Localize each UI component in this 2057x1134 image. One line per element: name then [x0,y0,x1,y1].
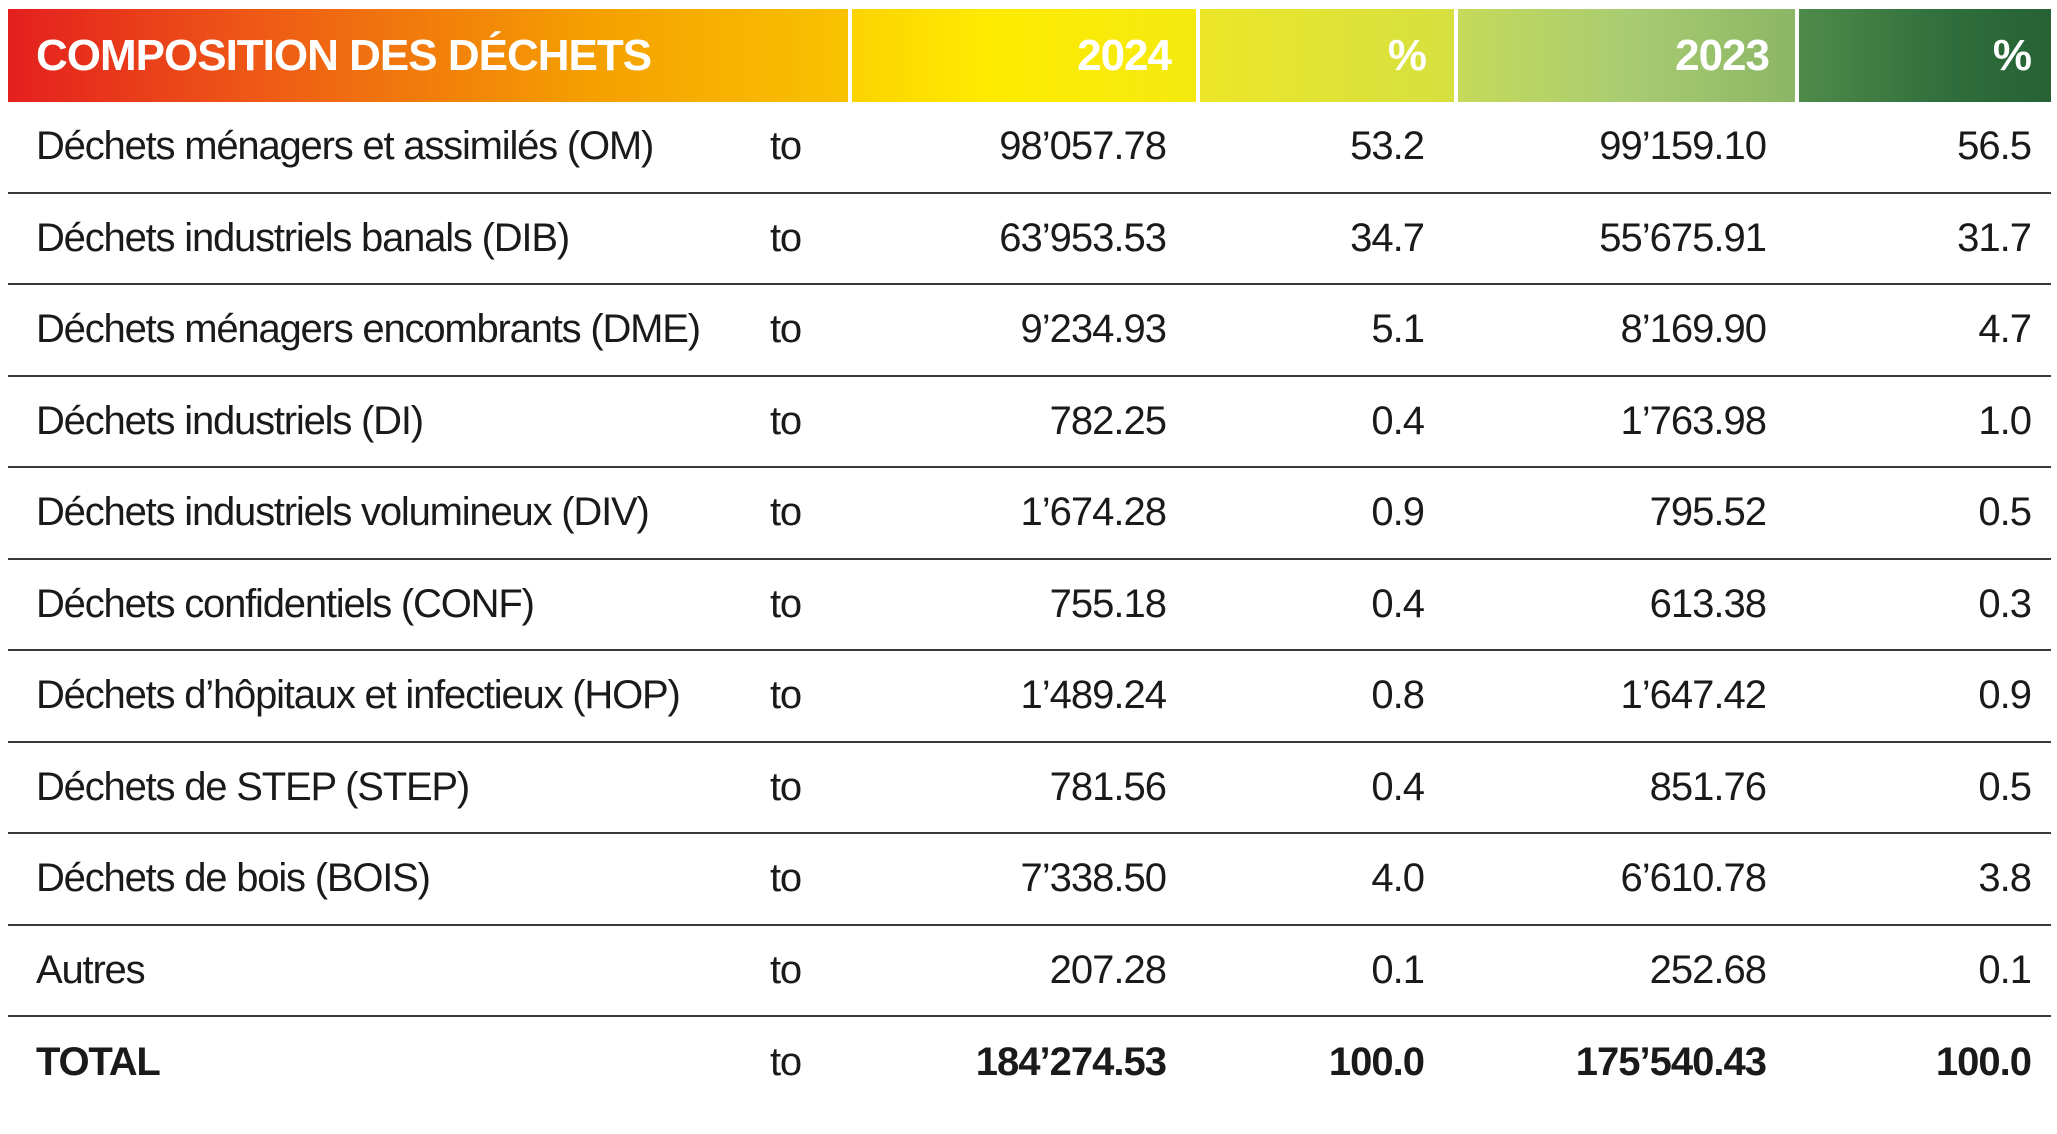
row-pct-2023: 1.0 [1978,398,2032,443]
row-pct-2023: 3.8 [1978,856,2032,901]
row-pct-2023: 4.7 [1978,307,2032,352]
header-col-2024: 2024 [1077,31,1172,80]
row-label: Déchets confidentiels (CONF) [36,581,535,626]
table-row: Déchets industriels banals (DIB) to 63’9… [8,194,2051,285]
row-pct-2023: 56.5 [1957,124,2032,169]
row-pct-2024: 5.1 [1371,307,1425,352]
row-pct-2024: 0.1 [1371,947,1425,992]
row-value-2023: 55’675.91 [1599,215,1767,260]
table-header: COMPOSITION DES DÉCHETS 2024 % 2023 % [8,9,2051,102]
total-unit: to [770,1040,802,1085]
table-body: Déchets ménagers et assimilés (OM) to 98… [8,102,2051,1109]
table-row: Déchets ménagers et assimilés (OM) to 98… [8,102,2051,194]
table-row: Déchets industriels (DI) to 782.25 0.4 1… [8,377,2051,468]
table-row: Déchets d’hôpitaux et infectieux (HOP) t… [8,651,2051,743]
row-unit: to [770,947,802,992]
total-pct-2024: 100.0 [1328,1040,1425,1085]
row-pct-2024: 53.2 [1350,124,1425,169]
row-pct-2023: 31.7 [1957,215,2032,260]
row-pct-2024: 4.0 [1371,856,1425,901]
row-value-2024: 9’234.93 [1020,307,1167,352]
row-unit: to [770,490,802,535]
row-unit: to [770,398,802,443]
waste-composition-table: COMPOSITION DES DÉCHETS 2024 % 2023 % Dé… [8,9,2051,1109]
row-label: Déchets ménagers encombrants (DME) [36,307,701,352]
table-row: Déchets industriels volumineux (DIV) to … [8,468,2051,560]
row-unit: to [770,581,802,626]
row-label: Déchets de STEP (STEP) [36,764,470,809]
row-pct-2023: 0.3 [1978,581,2032,626]
row-value-2024: 63’953.53 [999,215,1167,260]
header-bg-2024 [852,9,1196,102]
row-value-2023: 8’169.90 [1620,307,1767,352]
row-value-2024: 7’338.50 [1020,856,1167,901]
table-row: Autres to 207.28 0.1 252.68 0.1 [8,926,2051,1017]
header-col-2023: 2023 [1675,31,1770,80]
header-bg-pct2 [1799,9,2051,102]
row-value-2024: 781.56 [1049,764,1167,809]
row-unit: to [770,307,802,352]
header-bg-pct1 [1200,9,1454,102]
header-col-pct-2023: % [1992,31,2032,80]
total-value-2023: 175’540.43 [1575,1040,1767,1085]
row-value-2024: 1’674.28 [1020,490,1167,535]
header-title: COMPOSITION DES DÉCHETS [36,31,652,80]
row-unit: to [770,215,802,260]
row-value-2023: 252.68 [1649,947,1767,992]
row-pct-2024: 0.8 [1371,673,1425,718]
total-value-2024: 184’274.53 [975,1040,1167,1085]
row-pct-2024: 34.7 [1350,215,1425,260]
row-label: Déchets industriels volumineux (DIV) [36,490,650,535]
total-pct-2023: 100.0 [1935,1040,2032,1085]
row-pct-2023: 0.9 [1978,673,2032,718]
row-label: Déchets d’hôpitaux et infectieux (HOP) [36,673,681,718]
row-pct-2023: 0.5 [1978,490,2032,535]
row-pct-2024: 0.9 [1371,490,1425,535]
row-pct-2024: 0.4 [1371,764,1425,809]
table-row: Déchets ménagers encombrants (DME) to 9’… [8,285,2051,377]
row-value-2024: 98’057.78 [999,124,1167,169]
row-value-2024: 782.25 [1049,398,1167,443]
row-value-2023: 795.52 [1649,490,1767,535]
row-unit: to [770,124,802,169]
row-label: Déchets de bois (BOIS) [36,856,431,901]
row-unit: to [770,673,802,718]
row-value-2023: 1’763.98 [1620,398,1767,443]
row-value-2023: 851.76 [1649,764,1767,809]
table-row: Déchets confidentiels (CONF) to 755.18 0… [8,560,2051,651]
row-pct-2023: 0.1 [1978,947,2032,992]
row-label: Déchets ménagers et assimilés (OM) [36,124,654,169]
row-pct-2023: 0.5 [1978,764,2032,809]
row-value-2023: 6’610.78 [1620,856,1767,901]
row-label: Autres [36,947,146,992]
row-value-2023: 99’159.10 [1599,124,1767,169]
row-value-2023: 613.38 [1649,581,1767,626]
table-row: Déchets de bois (BOIS) to 7’338.50 4.0 6… [8,834,2051,926]
row-value-2024: 755.18 [1049,581,1167,626]
row-pct-2024: 0.4 [1371,398,1425,443]
row-value-2023: 1’647.42 [1620,673,1767,718]
row-unit: to [770,764,802,809]
total-label: TOTAL [36,1040,161,1085]
row-label: Déchets industriels banals (DIB) [36,215,570,260]
header-bg-2023 [1458,9,1795,102]
header-bg-title [8,9,848,102]
total-row: TOTAL to 184’274.53 100.0 175’540.43 100… [8,1017,2051,1109]
row-value-2024: 1’489.24 [1020,673,1167,718]
row-label: Déchets industriels (DI) [36,398,424,443]
table-row: Déchets de STEP (STEP) to 781.56 0.4 851… [8,743,2051,834]
header-col-pct-2024: % [1387,31,1427,80]
row-unit: to [770,856,802,901]
row-value-2024: 207.28 [1049,947,1167,992]
row-pct-2024: 0.4 [1371,581,1425,626]
